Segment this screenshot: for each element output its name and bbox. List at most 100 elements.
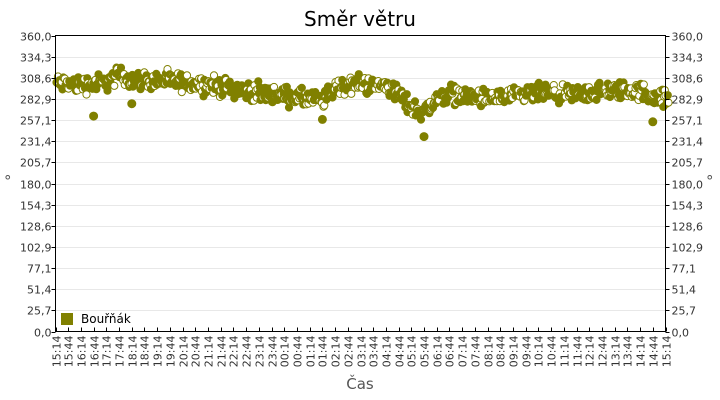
x-tick-label: 18:44 [139,336,152,368]
data-point [416,115,426,124]
data-point-outlier [317,114,327,124]
x-tick-label: 23:14 [254,336,267,368]
y-tick-label: 231,4 [20,136,52,149]
y-tick-label: 257,1 [20,115,52,128]
y-tick-label-right: 51,4 [672,284,697,297]
y-tick-label: 77,1 [27,263,52,276]
data-point [347,89,356,98]
x-tick-label: 12:14 [584,336,597,368]
x-tick-label: 01:14 [305,336,318,368]
y-tick-label-right: 360,0 [672,31,704,44]
y-tick-label: 180,0 [20,179,52,192]
x-tick-label: 00:44 [292,336,305,368]
x-tick-label: 15:14 [661,336,674,368]
x-tick-label: 22:14 [228,336,241,368]
x-tick-label: 12:44 [597,336,610,368]
data-point [595,78,604,87]
x-tick-label: 08:14 [483,336,496,368]
x-tick-label: 05:14 [406,336,419,368]
y-tick-label-right: 180,0 [672,179,704,192]
data-point-outlier [648,117,658,127]
data-point [297,83,306,93]
data-point [410,97,420,106]
data-point [82,90,91,99]
y-tick-label-right: 308,6 [672,73,704,86]
y-tick-label: 334,3 [20,52,52,65]
chart-title: Směr větru [304,7,416,31]
x-tick-label: 03:14 [356,336,369,368]
x-tick-label: 07:14 [457,336,470,368]
x-tick-label: 02:14 [330,336,343,368]
data-point [592,95,601,105]
y-tick-label: 51,4 [27,284,52,297]
x-tick-label: 03:44 [368,336,381,368]
x-tick-label: 13:44 [622,336,635,368]
y-tick-label: 0,0 [34,327,52,340]
x-tick-label: 14:14 [635,336,648,368]
legend: Bouřňák [61,312,131,326]
x-tick-label: 18:14 [127,336,140,368]
x-tick-label: 07:44 [470,336,483,368]
y-tick-label: 102,9 [20,242,52,255]
data-point [639,80,648,89]
y-tick-label: 25,7 [27,305,52,318]
x-tick-label: 22:44 [241,336,254,368]
y-axis-title-right: ° [706,172,714,190]
data-point [209,71,219,80]
data-point [402,90,411,99]
y-tick-label: 308,6 [20,73,52,86]
data-point-outlier [89,111,99,121]
y-tick-label-right: 282,9 [672,94,704,107]
x-tick-label: 10:44 [546,336,559,368]
x-tick-label: 10:14 [533,336,546,368]
x-tick-label: 09:44 [521,336,534,368]
x-axis: 15:14 15:44 16:14 16:44 17:14 17:44 18:14 18:44… [51,327,674,368]
x-tick-label: 05:44 [419,336,432,368]
x-tick-label: 14:44 [648,336,661,368]
x-tick-label: 13:14 [610,336,623,368]
y-tick-label-right: 257,1 [672,115,704,128]
y-tick-label-right: 154,3 [672,200,704,213]
x-tick-label: 20:14 [178,336,191,368]
x-tick-label: 17:14 [101,336,114,368]
y-axis-right: 0,0 25,7 51,4 77,1 102,9 128,6 154,3 180,0 205,7… [665,31,704,340]
legend-label: Bouřňák [81,312,131,326]
x-tick-label: 04:44 [394,336,407,368]
y-axis-left: 0,0 25,7 51,4 77,1 102,9 128,6 154,3 180,0 205,7… [20,31,56,340]
y-tick-label: 360,0 [20,31,52,44]
x-tick-label: 23:44 [267,336,280,368]
x-tick-label: 02:44 [343,336,356,368]
x-tick-label: 16:44 [89,336,102,368]
x-tick-label: 06:44 [444,336,457,368]
data-point [182,71,192,80]
x-tick-label: 15:14 [51,336,64,368]
data-point [110,81,119,90]
x-tick-label: 17:44 [114,336,127,368]
y-axis-title-left: ° [4,172,12,190]
x-tick-label: 00:14 [279,336,292,368]
y-tick-label: 154,3 [20,200,52,213]
x-tick-label: 19:44 [165,336,178,368]
y-tick-label: 128,6 [20,221,52,234]
y-tick-label-right: 128,6 [672,221,704,234]
x-tick-label: 11:14 [559,336,572,368]
y-tick-label-right: 205,7 [672,157,704,170]
x-tick-label: 21:44 [216,336,229,368]
x-tick-label: 16:14 [76,336,89,368]
x-tick-label: 06:14 [432,336,445,368]
y-tick-label-right: 77,1 [672,263,697,276]
x-tick-label: 11:44 [572,336,585,368]
data-point-outlier [127,99,137,109]
x-tick-label: 04:14 [381,336,394,368]
data-point [269,82,279,92]
x-tick-label: 20:44 [190,336,203,368]
x-tick-label: 08:44 [495,336,508,368]
y-tick-label-right: 102,9 [672,242,704,255]
plot-frame [55,35,666,332]
x-tick-label: 21:14 [203,336,216,368]
y-tick-label-right: 25,7 [672,305,697,318]
data-point [116,63,126,72]
y-tick-label: 282,9 [20,94,52,107]
data-point [177,88,186,97]
